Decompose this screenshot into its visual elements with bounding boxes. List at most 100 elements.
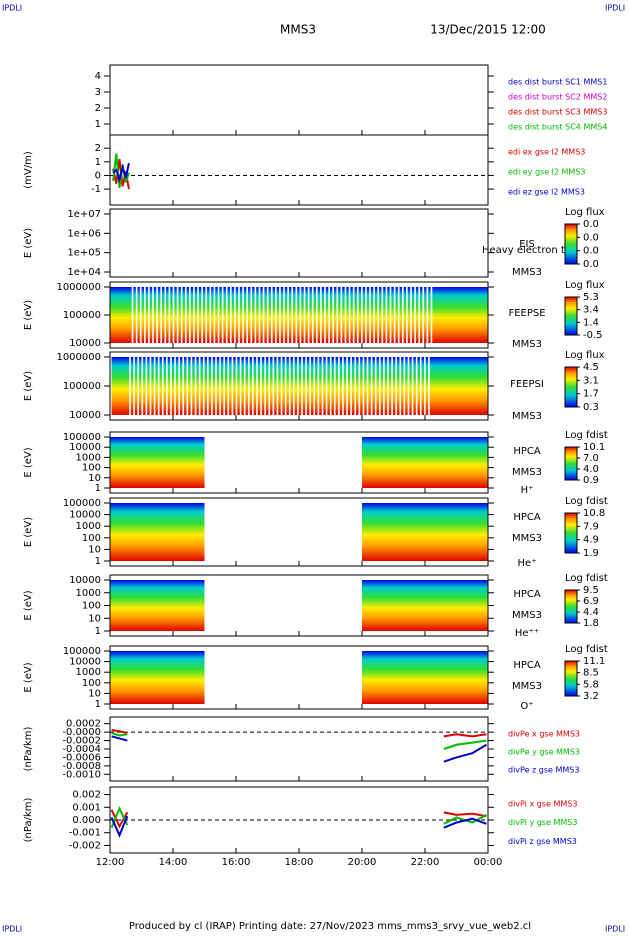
colorbar-tick-label: 3.2 xyxy=(583,691,599,702)
colorbar-tick-label: 3.4 xyxy=(583,305,599,316)
y-tick-label: 1000 xyxy=(76,521,101,532)
data-gap xyxy=(258,287,261,343)
panel-frame xyxy=(109,716,489,782)
legend-entry: edi ey gse l2 MMS3 xyxy=(508,168,586,177)
data-gap xyxy=(354,357,357,415)
spectrogram xyxy=(362,437,488,488)
panel-label: MMS3 xyxy=(512,467,542,478)
y-tick-label: -0.002 xyxy=(69,840,101,851)
colorbar-tick-label: 7.0 xyxy=(583,453,599,464)
data-gap xyxy=(234,287,236,343)
data-gap xyxy=(276,357,279,415)
data-gap xyxy=(243,357,246,415)
data-gap xyxy=(247,357,250,415)
data-gap xyxy=(170,357,172,415)
spectrogram xyxy=(110,437,205,488)
y-tick-label: -0.001 xyxy=(69,828,101,839)
spectrogram xyxy=(362,651,488,704)
colorbar-tick-label: 5.3 xyxy=(583,292,599,303)
data-gap xyxy=(211,357,213,415)
panel-label: HPCA xyxy=(513,512,541,523)
data-gap xyxy=(139,287,142,343)
y-tick-label: -1 xyxy=(91,184,101,195)
corner-label: IPDLI xyxy=(605,925,625,934)
data-gap xyxy=(268,357,271,415)
y-tick-label: 0.001 xyxy=(72,802,101,813)
data-gap xyxy=(399,357,402,415)
data-gap xyxy=(145,357,148,415)
data-gap xyxy=(297,357,299,415)
y-tick-label: -0.0000 xyxy=(62,727,101,738)
data-gap xyxy=(411,357,414,415)
colorbar-tick-label: 6.9 xyxy=(583,596,599,607)
y-tick-label: 10000 xyxy=(69,657,101,668)
colorbar xyxy=(564,589,578,624)
spectrogram xyxy=(110,580,205,631)
data-gap xyxy=(133,357,135,415)
panel-label: FEEPSE xyxy=(508,308,545,319)
data-gap xyxy=(137,357,140,415)
data-gap xyxy=(291,287,294,343)
series-line xyxy=(110,806,487,829)
panel-label: MMS3 xyxy=(512,533,542,544)
data-gap xyxy=(231,357,234,415)
y-axis-label: E (eV) xyxy=(23,228,34,258)
data-gap xyxy=(336,287,339,343)
colorbar-tick-label: 4.4 xyxy=(583,607,599,618)
colorbar-tick-label: 4.9 xyxy=(583,535,599,546)
colorbar-tick-label: -0.5 xyxy=(583,330,603,341)
data-gap xyxy=(190,357,193,415)
colorbar-tick-label: 4.5 xyxy=(583,362,599,373)
y-tick-label: 10 xyxy=(88,544,101,555)
data-gap xyxy=(350,357,352,415)
y-tick-label: 0.000 xyxy=(72,815,101,826)
data-gap xyxy=(223,357,225,415)
data-gap xyxy=(346,357,348,415)
y-tick-label: 1e+07 xyxy=(67,209,101,220)
data-gap xyxy=(225,287,228,343)
data-gap xyxy=(361,287,363,343)
data-gap xyxy=(160,287,162,343)
data-gap xyxy=(264,357,266,415)
data-gap xyxy=(217,287,220,343)
panel-frame xyxy=(109,208,489,278)
date: 13/Dec/2015 12:00 xyxy=(430,23,546,37)
data-gap xyxy=(182,357,185,415)
data-gap xyxy=(305,357,307,415)
data-gap xyxy=(202,357,205,415)
data-gap xyxy=(152,287,154,343)
data-gap xyxy=(230,287,232,343)
data-gap xyxy=(395,357,397,415)
panel-label: O⁺ xyxy=(520,701,533,712)
data-gap xyxy=(419,357,422,415)
data-gap xyxy=(284,357,287,415)
colorbar-title: Log flux xyxy=(565,280,605,291)
data-gap xyxy=(209,287,212,343)
colorbar-tick-label: 5.8 xyxy=(583,679,599,690)
data-gap xyxy=(272,357,275,415)
data-gap xyxy=(307,287,310,343)
data-gap xyxy=(275,287,277,343)
panel-label: MMS3 xyxy=(512,411,542,422)
panel-label: H⁺ xyxy=(521,485,534,496)
legend-entry: edi ez gse l2 MMS3 xyxy=(508,188,585,197)
data-gap xyxy=(365,287,367,343)
data-gap xyxy=(219,357,221,415)
y-tick-label: 100 xyxy=(82,463,101,474)
y-tick-label: 0.002 xyxy=(72,790,101,801)
data-gap xyxy=(207,357,209,415)
x-tick-label: 16:00 xyxy=(222,857,251,868)
data-gap xyxy=(303,287,306,343)
data-gap xyxy=(254,287,257,343)
spectrogram xyxy=(111,357,488,415)
colorbar-tick-label: 9.5 xyxy=(583,585,599,596)
data-gap xyxy=(313,357,316,415)
y-tick-label: 10000 xyxy=(69,575,101,586)
y-axis-label: E (eV) xyxy=(23,662,34,692)
data-gap xyxy=(201,287,203,343)
corner-label: IPDLI xyxy=(2,4,22,13)
data-gap xyxy=(362,357,365,415)
data-gap xyxy=(414,287,416,343)
data-gap xyxy=(403,357,406,415)
